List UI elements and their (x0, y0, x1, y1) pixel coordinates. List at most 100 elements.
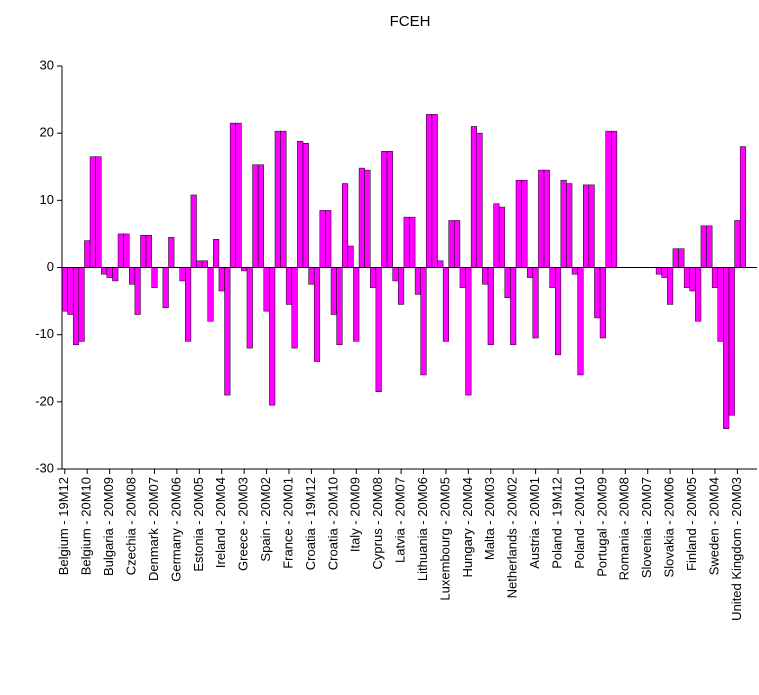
bar (599, 267, 606, 339)
bar (112, 267, 119, 282)
bar (476, 132, 483, 268)
bar (661, 267, 668, 278)
bar (549, 267, 556, 288)
bar (487, 267, 494, 345)
x-tick-label: Malta - 20M03 (482, 477, 497, 560)
bar (386, 151, 393, 268)
bar (285, 267, 293, 305)
x-tick-label: Denmark - 20M07 (146, 477, 161, 581)
bar (465, 267, 472, 396)
bar (437, 260, 444, 268)
x-tick-label: Germany - 20M06 (168, 477, 183, 582)
bar (117, 233, 124, 268)
bar (442, 267, 449, 342)
bar (280, 130, 287, 268)
bar (532, 267, 539, 339)
bar (123, 233, 130, 268)
bar (521, 179, 528, 268)
bar (409, 216, 416, 268)
bar (291, 267, 298, 349)
bar (683, 267, 690, 288)
bar (330, 267, 337, 315)
bar (431, 114, 438, 268)
x-tick-label: France - 20M01 (280, 477, 295, 569)
bar (263, 267, 270, 312)
y-tick-label: 0 (47, 259, 54, 274)
bar (302, 142, 309, 268)
x-tick-label: Romania - 20M08 (617, 477, 632, 580)
bar (577, 267, 584, 376)
bar (213, 239, 220, 268)
bar (246, 267, 253, 349)
bar (61, 267, 68, 312)
bar (313, 267, 321, 362)
x-tick-label: Croatia - 20M10 (325, 477, 340, 570)
bar (739, 146, 747, 268)
bar (168, 237, 175, 268)
bar (336, 267, 343, 345)
bar (325, 210, 332, 268)
bar (381, 151, 388, 268)
x-tick-label: Ireland - 20M04 (213, 477, 228, 568)
bar (347, 245, 354, 268)
bar (235, 122, 242, 268)
bar (84, 240, 91, 268)
bar (504, 267, 511, 298)
bar (78, 267, 85, 342)
x-tick-label: Hungary - 20M04 (460, 477, 475, 577)
bar (269, 267, 276, 406)
bar (353, 267, 360, 342)
bar (655, 267, 662, 275)
bar (448, 220, 455, 268)
bar (297, 140, 304, 268)
bar (583, 184, 590, 268)
x-tick-label: Poland - 19M12 (549, 477, 564, 569)
bar (566, 183, 573, 268)
bar (571, 267, 578, 275)
bar (454, 220, 461, 268)
y-tick-label: 30 (40, 57, 54, 72)
bar (308, 267, 315, 285)
y-tick-label: -20 (35, 393, 54, 408)
bar (470, 126, 478, 268)
bar (67, 267, 74, 315)
bar (100, 267, 108, 275)
x-tick-label: Sweden - 20M04 (706, 477, 721, 575)
y-tick-label: -10 (35, 326, 54, 341)
x-tick-label: Portugal - 20M09 (594, 477, 609, 577)
x-tick-label: Cyprus - 20M08 (370, 477, 385, 569)
bar (392, 267, 399, 282)
bar (554, 267, 562, 356)
bar (594, 267, 601, 319)
bar (672, 248, 679, 268)
bar (190, 194, 197, 268)
bar (72, 267, 80, 345)
bar (252, 164, 259, 268)
bar (257, 164, 265, 268)
bar (185, 267, 192, 342)
x-tick-label: Czechia - 20M08 (123, 477, 138, 575)
bar (723, 267, 730, 429)
bar (414, 267, 421, 295)
x-tick-label: United Kingdom - 20M03 (729, 477, 744, 621)
bar (364, 169, 371, 268)
bar (689, 267, 696, 292)
bar (695, 267, 702, 322)
bar (700, 225, 707, 268)
bar (611, 130, 618, 268)
bar (145, 235, 152, 268)
bar (515, 179, 522, 268)
bar (106, 267, 113, 278)
bar (717, 267, 724, 342)
bar (229, 122, 236, 268)
x-tick-label: Austria - 20M01 (527, 477, 542, 569)
bar (728, 267, 735, 416)
bar (403, 216, 410, 268)
x-tick-label: Croatia - 19M12 (303, 477, 318, 570)
bar (370, 267, 377, 288)
x-tick-label: Netherlands - 20M02 (505, 477, 520, 598)
bar (89, 156, 96, 268)
bar (201, 260, 208, 268)
bar (196, 260, 203, 268)
